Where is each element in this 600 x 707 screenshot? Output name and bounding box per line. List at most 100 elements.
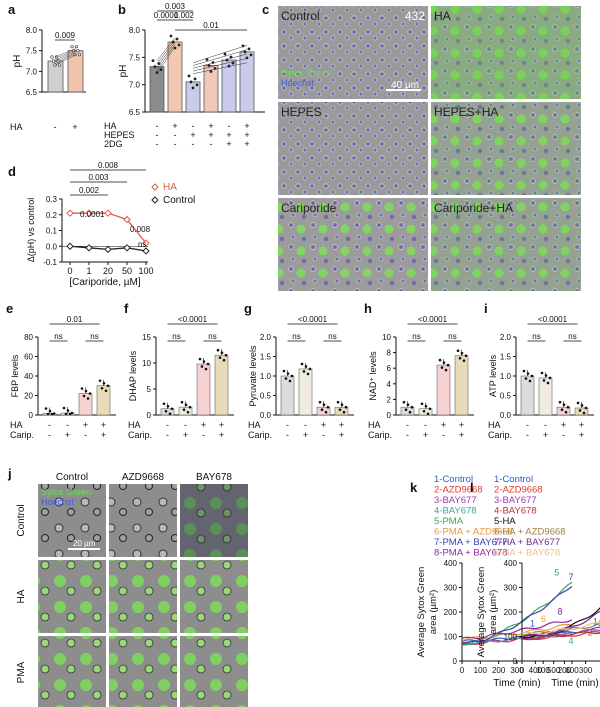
data-point <box>424 404 428 408</box>
x-tick-label: 0 <box>67 266 72 276</box>
x-axis-label: Time (min) <box>493 678 540 689</box>
condition-sign: + <box>201 420 206 430</box>
stain-label: Hoechst <box>41 497 75 507</box>
bar <box>298 368 313 416</box>
series-line <box>461 619 573 640</box>
data-point <box>50 412 54 416</box>
data-point <box>46 412 50 416</box>
condition-sign: - <box>544 420 547 430</box>
condition-sign: + <box>543 430 548 440</box>
condition-sign: + <box>183 430 188 440</box>
data-point-control <box>66 242 74 250</box>
y-axis-label: Δ(pH) vs control <box>26 198 36 263</box>
data-point-control <box>123 244 131 252</box>
series-line <box>461 586 573 645</box>
paired-line <box>54 52 77 63</box>
condition-sign: - <box>156 139 159 149</box>
condition-sign: + <box>423 430 428 440</box>
condition-sign: - <box>166 430 169 440</box>
data-point <box>50 55 54 59</box>
data-point <box>442 361 446 364</box>
significance-label: ns <box>532 332 540 341</box>
condition-sign: - <box>304 420 307 430</box>
legend-entry: 6-PMA + AZD9668 <box>434 527 513 538</box>
y-tick-label: 2 <box>387 395 392 404</box>
x-tick-label: 0 <box>460 666 465 675</box>
row-label: HA <box>10 122 23 132</box>
x-tick-label: 0 <box>520 666 525 675</box>
significance-label: 0.009 <box>55 31 76 40</box>
data-point <box>187 74 191 78</box>
panel-letter: i <box>484 301 488 316</box>
row-label: HA <box>368 420 381 430</box>
panel-letter: b <box>118 2 126 17</box>
row-label: HA <box>16 589 27 603</box>
data-point <box>464 354 468 358</box>
bar <box>196 363 211 416</box>
row-label: HA <box>10 420 23 430</box>
bar <box>538 377 553 416</box>
condition-sign: - <box>562 430 565 440</box>
y-tick-label: 10 <box>382 333 391 342</box>
condition-sign: - <box>406 430 409 440</box>
bar <box>149 66 165 113</box>
tile-label: HEPES <box>281 105 322 119</box>
paired-line <box>156 44 176 71</box>
x-tick-label: 100 <box>537 666 551 675</box>
significance-label: <0.0001 <box>298 315 328 324</box>
legend-entry: 5-HA <box>494 516 516 527</box>
data-point <box>82 394 86 398</box>
micrograph-tile <box>109 484 177 557</box>
micrograph-tile <box>431 6 581 99</box>
y-axis-label: Average Sytox Green <box>416 567 427 658</box>
y-tick-label: 80 <box>24 333 33 342</box>
row-label: Carip. <box>10 430 34 440</box>
data-point <box>282 369 286 373</box>
y-tick-label: 15 <box>142 333 151 342</box>
tile-label: Cariporide+HA <box>434 201 513 215</box>
paired-line <box>156 37 176 61</box>
condition-sign: + <box>190 130 195 140</box>
data-point <box>206 362 210 366</box>
y-tick-label: 0 <box>513 657 518 666</box>
data-point <box>578 409 582 412</box>
y-tick-label: 400 <box>444 559 458 568</box>
row-label: PMA <box>16 661 27 683</box>
significance-label: 0.0001 <box>154 11 179 20</box>
data-point <box>74 45 79 49</box>
data-point-ha <box>66 209 74 217</box>
series-end-label: 5 <box>554 567 559 577</box>
x-tick-label: 500 <box>547 666 561 675</box>
bar <box>221 59 237 113</box>
bar <box>239 51 255 113</box>
y-tick-label: 0 <box>29 411 34 420</box>
data-point <box>184 403 188 407</box>
y-axis-label: DHAP levels <box>128 350 138 401</box>
data-point <box>164 409 168 413</box>
condition-sign: - <box>286 420 289 430</box>
series-end-label: 1 <box>530 619 535 629</box>
data-point <box>408 410 412 414</box>
data-point <box>68 412 72 416</box>
y-axis-label: pH <box>12 55 23 68</box>
data-point <box>528 379 532 383</box>
data-point <box>191 86 195 90</box>
bar <box>520 375 535 416</box>
row-label: 2DG <box>104 139 123 149</box>
condition-sign: - <box>406 420 409 430</box>
data-point-ha <box>85 209 93 217</box>
green-overlay <box>431 6 581 99</box>
data-point <box>104 389 108 393</box>
data-point <box>180 400 184 404</box>
paired-line <box>192 53 248 69</box>
data-point <box>51 59 56 63</box>
bar <box>203 65 219 113</box>
condition-sign: - <box>202 430 205 440</box>
column-label: BAY678 <box>196 472 232 483</box>
data-point <box>86 397 90 400</box>
green-overlay <box>431 198 581 291</box>
x-tick-label: 400 <box>529 666 543 675</box>
data-point <box>288 379 292 383</box>
significance-label: ns <box>328 332 336 341</box>
data-point <box>526 372 530 375</box>
